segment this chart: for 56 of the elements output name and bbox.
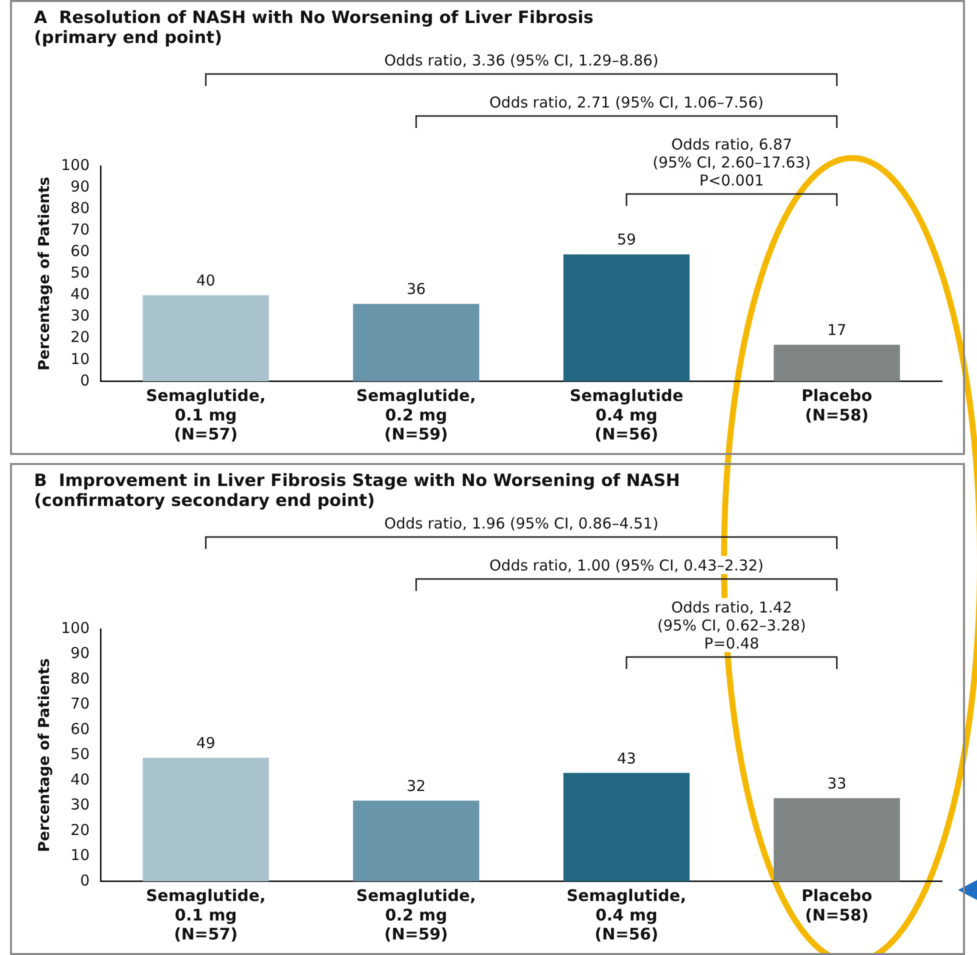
data-label: 40 [196,272,216,290]
text: Odds ratio, 1.00 (95% CI, 0.43–2.32) [489,556,764,574]
bar [142,758,269,882]
y-tick-label: 40 [70,770,90,788]
y-tick-label: 70 [70,694,90,713]
text: Odds ratio, 3.36 (95% CI, 1.29–8.86) [384,51,658,70]
y-tick-label: 80 [70,669,90,688]
y-tick-label: 60 [70,242,90,260]
chart-title: B Improvement in Liver Fibrosis Stage with No Worsening of NASH (confirmatory secondary end point) [33,470,681,511]
y-tick-label: 80 [70,198,90,217]
y-tick-label: 40 [70,285,90,304]
text: Odds ratio, 2.71 (95% CI, 1.06–7.56) [489,93,764,112]
bar [353,304,480,382]
y-tick-label: 30 [70,306,90,325]
x-tick-label: Semaglutide 0.4 mg (N=56) [570,386,684,444]
data-label: 49 [196,734,216,752]
x-tick-label: Placebo (N=58) [801,886,872,924]
data-label: 32 [406,777,426,796]
y-tick-label: 10 [70,350,90,368]
y-axis-title: Percentage of Patients [34,176,53,371]
data-label: 17 [827,321,846,340]
y-axis-title: Percentage of Patients [34,658,53,852]
y-tick-label: 50 [70,745,90,764]
bar [142,295,269,382]
data-label: 36 [406,280,426,298]
y-tick-label: 70 [70,220,90,239]
chart-title: A Resolution of NASH with No Worsening of Liver Fibrosis (primary end point) [33,7,595,48]
y-tick-label: 10 [70,846,90,864]
data-label: 43 [616,749,636,768]
data-label: 33 [827,774,846,792]
x-tick-label: Semaglutide, 0.1 mg (N=57) [146,886,266,944]
y-tick-label: 90 [70,177,90,196]
x-tick-label: Semaglutide, 0.2 mg (N=59) [356,886,476,944]
annotation: Odds ratio, 1.42 (95% CI, 0.62–3.28) P=0.48 [657,598,806,652]
x-tick-label: Semaglutide, 0.4 mg (N=56) [566,886,686,944]
x-tick-label: Semaglutide, 0.2 mg (N=59) [356,386,476,444]
y-tick-label: 20 [70,328,90,346]
bar [774,798,900,882]
annotation: Odds ratio, 6.87 (95% CI, 2.60–17.63) P<0.001 [652,135,811,190]
bar [563,254,690,382]
y-tick-label: 0 [80,371,90,390]
y-tick-label: 0 [80,871,90,890]
bar [774,344,900,382]
y-tick-label: 20 [70,820,90,839]
y-tick-label: 100 [60,618,90,637]
y-tick-label: 90 [70,644,90,662]
y-tick-label: 30 [70,796,90,814]
x-tick-label: Placebo (N=58) [801,386,872,424]
data-label: 59 [616,230,636,249]
bar [353,800,480,882]
y-tick-label: 50 [70,264,90,282]
x-tick-label: Semaglutide, 0.1 mg (N=57) [146,386,266,444]
y-tick-label: 60 [70,720,90,738]
y-tick-label: 100 [60,156,90,174]
text: Odds ratio, 1.96 (95% CI, 0.86–4.51) [384,514,658,532]
bar [563,772,690,882]
